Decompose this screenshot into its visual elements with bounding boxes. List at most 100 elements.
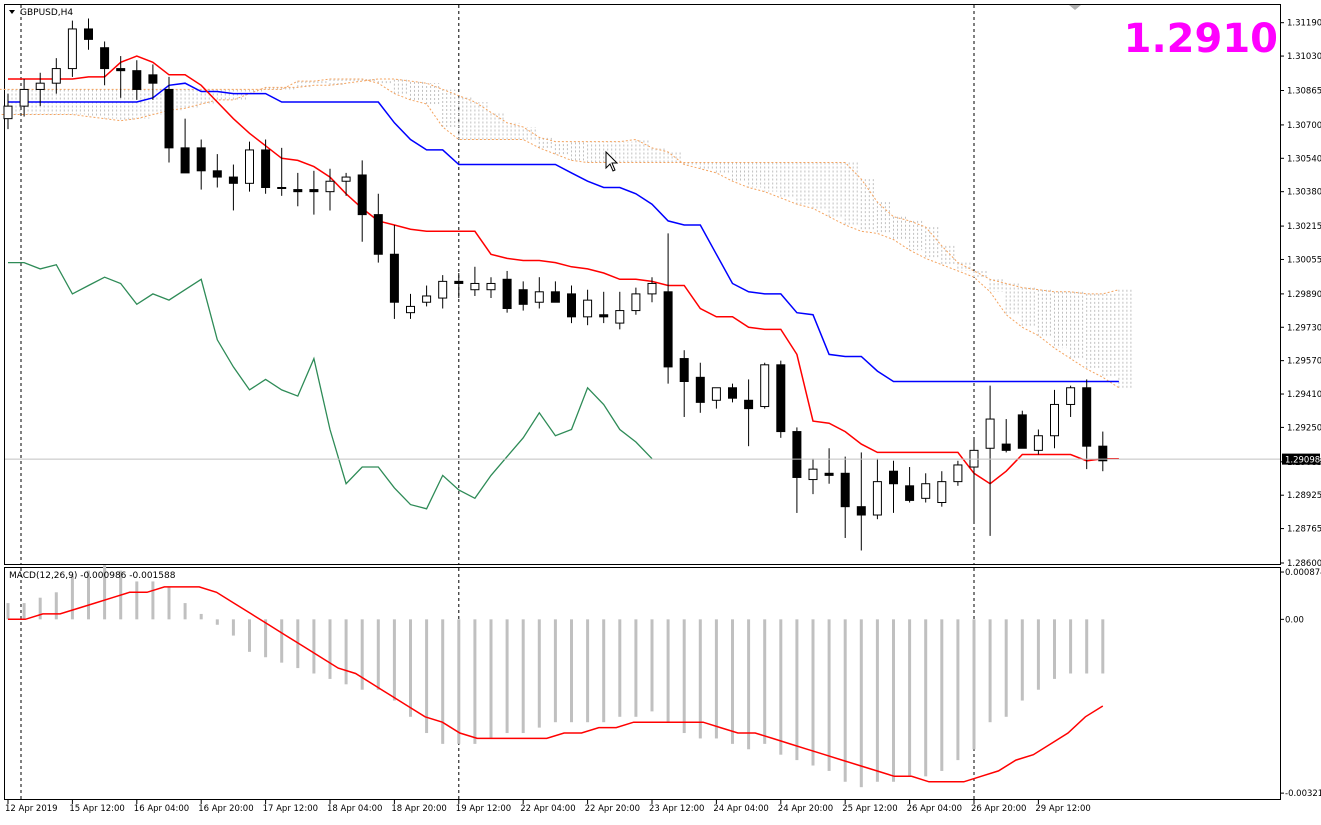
- macd-histogram-bar: [377, 619, 380, 689]
- macd-histogram-bar: [651, 619, 654, 711]
- candle-body: [326, 181, 334, 191]
- candle-body: [906, 486, 914, 501]
- candle-body: [1051, 404, 1059, 435]
- candle-body: [954, 465, 962, 482]
- macd-histogram-bar: [441, 619, 444, 744]
- candle-body: [358, 175, 366, 215]
- macd-histogram-bar: [747, 619, 750, 749]
- macd-histogram-bar: [168, 587, 171, 619]
- macd-histogram-bar: [1021, 619, 1024, 700]
- candle-body: [20, 89, 28, 106]
- macd-tick-label: 0.000874: [1285, 568, 1321, 578]
- candle-body: [1067, 388, 1075, 405]
- macd-histogram-bar: [135, 581, 138, 619]
- candle-body: [342, 177, 350, 181]
- candle-body: [648, 283, 656, 293]
- macd-histogram-bar: [216, 619, 219, 624]
- macd-histogram-bar: [71, 576, 74, 619]
- macd-histogram-bar: [39, 598, 42, 620]
- macd-histogram-bar: [715, 619, 718, 738]
- price-tick-label: 1.30540: [1287, 154, 1321, 164]
- time-tick-label: 22 Apr 04:00: [520, 804, 575, 814]
- candle-body: [503, 279, 511, 308]
- macd-histogram-bar: [812, 619, 815, 765]
- macd-histogram-bar: [7, 603, 10, 619]
- time-tick-label: 23 Apr 12:00: [649, 804, 704, 814]
- macd-histogram-bar: [312, 619, 315, 673]
- macd-histogram-bar: [956, 619, 959, 760]
- candle-body: [584, 300, 592, 317]
- macd-histogram-bar: [425, 619, 428, 733]
- candle-body: [85, 29, 93, 39]
- candle-body: [890, 471, 898, 484]
- price-tick-label: 1.29250: [1287, 423, 1321, 433]
- macd-histogram-bar: [1101, 619, 1104, 673]
- candle-body: [696, 377, 704, 402]
- time-tick-label: 25 Apr 12:00: [842, 804, 897, 814]
- macd-histogram-bar: [570, 619, 573, 722]
- candle-body: [423, 296, 431, 302]
- macd-histogram-bar: [1085, 619, 1088, 673]
- macd-histogram-bar: [876, 619, 879, 781]
- time-tick-label: 16 Apr 04:00: [134, 804, 189, 814]
- macd-histogram-bar: [200, 614, 203, 619]
- macd-histogram-bar: [618, 619, 621, 716]
- time-tick-label: 19 Apr 12:00: [456, 804, 511, 814]
- candle-body: [36, 83, 44, 89]
- current-price-label: 1.29098: [1285, 456, 1320, 466]
- macd-histogram-bar: [731, 619, 734, 744]
- candle-body: [117, 69, 125, 71]
- price-tick-label: 1.30865: [1287, 86, 1321, 96]
- price-tick-label: 1.30380: [1287, 188, 1321, 198]
- macd-histogram-bar: [457, 619, 460, 744]
- candle-body: [68, 29, 76, 69]
- candle-body: [471, 283, 479, 289]
- time-tick-label: 16 Apr 20:00: [198, 804, 253, 814]
- time-tick-label: 24 Apr 04:00: [713, 804, 768, 814]
- macd-histogram-bar: [329, 619, 332, 679]
- candle-body: [825, 473, 833, 475]
- candle-body: [294, 190, 302, 192]
- macd-histogram-bar: [908, 619, 911, 776]
- candle-body: [101, 48, 109, 69]
- macd-histogram-bar: [23, 603, 26, 619]
- macd-histogram-bar: [683, 619, 686, 733]
- candle-body: [165, 89, 173, 147]
- price-tick-label: 1.30055: [1287, 255, 1321, 265]
- time-tick-label: 26 Apr 04:00: [907, 804, 962, 814]
- time-tick-label: 22 Apr 20:00: [585, 804, 640, 814]
- macd-histogram-bar: [989, 619, 992, 722]
- macd-histogram-bar: [667, 619, 670, 722]
- candle-body: [374, 215, 382, 255]
- macd-histogram-bar: [554, 619, 557, 722]
- macd-histogram-bar: [795, 619, 798, 760]
- candle-body: [1018, 415, 1026, 448]
- macd-histogram-bar: [699, 619, 702, 738]
- price-axis: 1.311901.310301.308651.307001.305401.303…: [1280, 19, 1321, 569]
- time-tick-label: 24 Apr 20:00: [778, 804, 833, 814]
- candle-body: [229, 177, 237, 183]
- candle-body: [712, 388, 720, 401]
- candle-body: [246, 150, 254, 183]
- candle-body: [519, 290, 527, 305]
- candle-body: [310, 190, 318, 192]
- candle-body: [938, 482, 946, 503]
- time-tick-label: 12 Apr 2019: [5, 804, 58, 814]
- candle-body: [664, 292, 672, 367]
- macd-histogram-bar: [763, 619, 766, 744]
- macd-histogram-bar: [248, 619, 251, 651]
- macd-histogram-bar: [473, 619, 476, 744]
- macd-histogram-bar: [490, 619, 493, 738]
- candle-body: [841, 473, 849, 506]
- candle-body: [857, 507, 865, 515]
- macd-histogram-bar: [828, 619, 831, 771]
- candle-body: [4, 106, 12, 119]
- candle-body: [632, 294, 640, 311]
- macd-tick-label: 0.00: [1285, 615, 1304, 625]
- macd-histogram-bar: [393, 619, 396, 700]
- candle-body: [262, 150, 270, 188]
- price-tick-label: 1.29890: [1287, 290, 1321, 300]
- candle-body: [986, 419, 994, 448]
